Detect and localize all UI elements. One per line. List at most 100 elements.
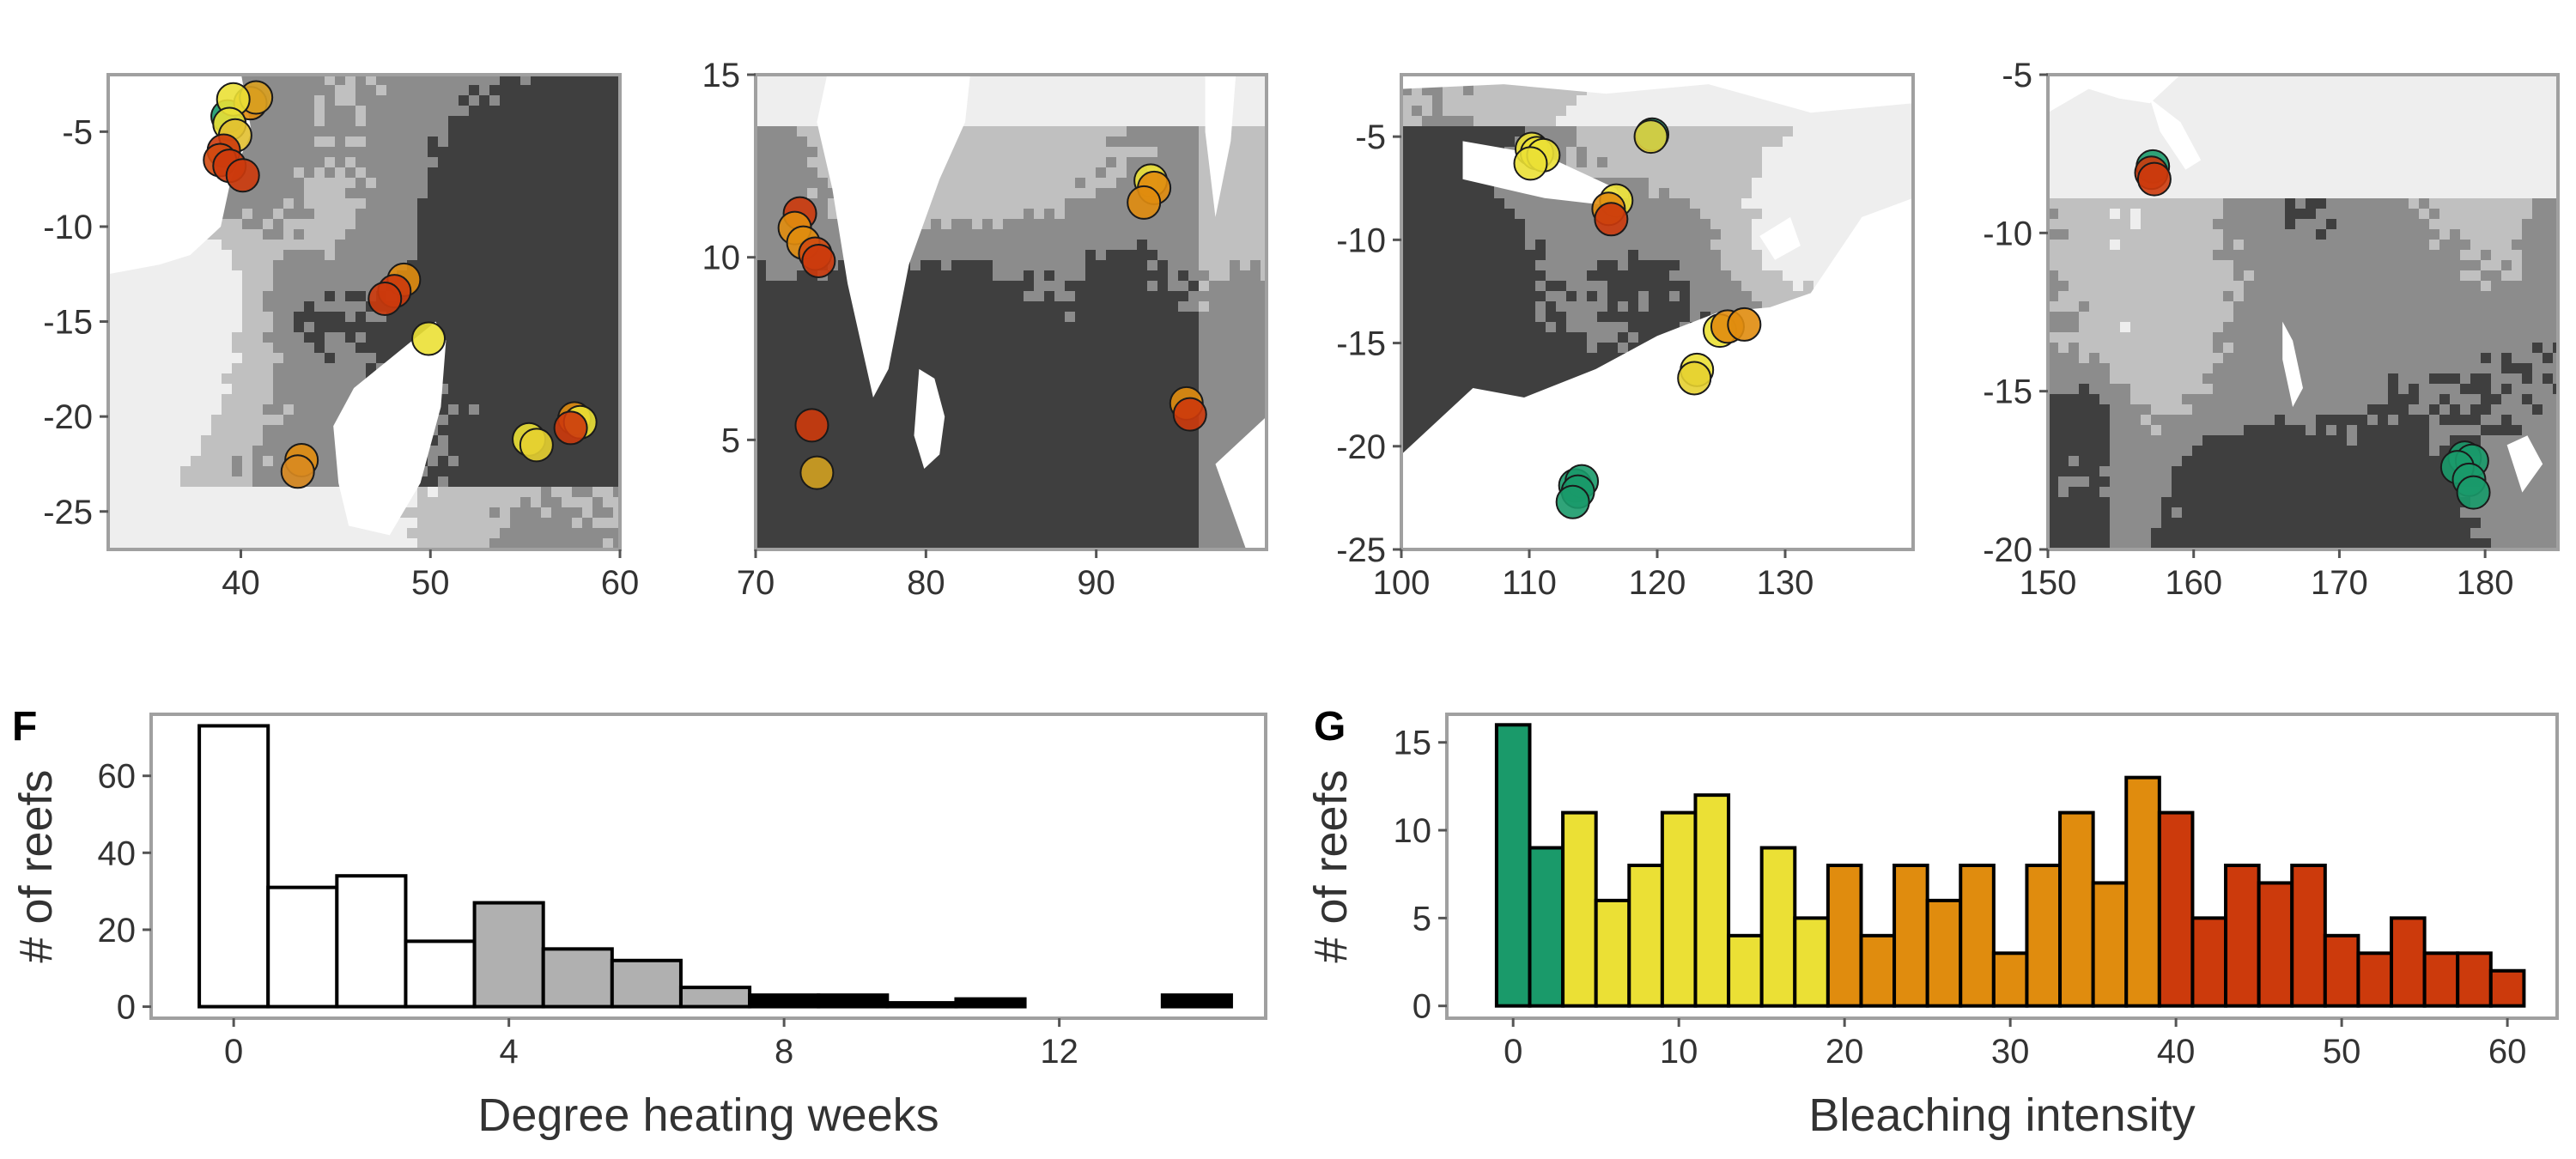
reef-point — [1594, 202, 1629, 237]
histogram-bar — [817, 993, 890, 1009]
histogram-bar — [335, 874, 408, 1009]
reef-point — [553, 410, 588, 446]
x-tick-label: 150 — [2020, 564, 2077, 602]
map-frame — [2046, 73, 2560, 551]
panel-letter: G — [1314, 704, 1346, 749]
bars — [1494, 723, 2526, 1008]
reef-points — [1513, 117, 1762, 519]
y-tick-label: -5 — [62, 113, 93, 151]
y-tick-label: -20 — [1336, 428, 1386, 466]
y-tick-label: 5 — [721, 422, 740, 459]
histogram-bar — [2456, 951, 2493, 1008]
land-mass — [1401, 197, 1913, 549]
y-tick-label: 15 — [702, 57, 741, 94]
histogram-bar — [1528, 846, 1565, 1008]
reef-point — [801, 243, 836, 278]
x-tick-label: 40 — [222, 564, 260, 602]
axes-frame — [149, 713, 1267, 1020]
map-background — [108, 75, 620, 549]
histogram-bar — [2157, 810, 2195, 1008]
y-tick-label: -5 — [2002, 57, 2032, 94]
histogram-bar — [266, 885, 339, 1009]
histogram-bar — [1727, 933, 1764, 1008]
histogram-bar — [1627, 863, 1664, 1008]
histogram-g: G 0 10 20 30 40 50 60 0 5 10 15 Bleaching intensity #… — [1305, 704, 2559, 1141]
reef-point — [799, 455, 835, 490]
histogram-bar — [2356, 951, 2394, 1008]
y-tick-label: -15 — [43, 304, 93, 342]
reef-points — [777, 163, 1207, 490]
reef-point — [225, 158, 260, 193]
map-panel-3: 100 110 120 130 -5 -10 -15 -20 -25 — [1336, 73, 1915, 602]
x-tick-label: 12 — [1040, 1033, 1078, 1071]
histogram-bar — [1660, 810, 1698, 1008]
land-mass — [2149, 98, 2202, 170]
land-mass — [817, 75, 970, 397]
histogram-bar — [2025, 863, 2063, 1008]
histogram-bar — [1594, 898, 1631, 1008]
x-tick-label: 160 — [2165, 564, 2222, 602]
histogram-bar — [1991, 951, 2029, 1008]
histogram-bar — [610, 958, 683, 1009]
histogram-bar — [1759, 846, 1797, 1008]
panel-letter: F — [12, 704, 37, 749]
y-tick-label: -10 — [1983, 215, 2032, 252]
map-background — [1401, 75, 1913, 549]
histogram-bar — [1893, 863, 1929, 1008]
reef-point — [2136, 161, 2172, 197]
histogram-bar — [1494, 723, 1532, 1008]
histogram-f: F 0 4 8 12 0 20 40 60 Degree heating weeks # of re… — [10, 704, 1267, 1141]
reef-point — [794, 408, 829, 443]
reef-point — [368, 282, 403, 317]
reef-point — [1633, 119, 1668, 155]
reef-point — [1172, 397, 1207, 432]
histogram-bar — [1925, 898, 1963, 1008]
y-tick-label: -25 — [43, 494, 93, 531]
reef-point — [1555, 484, 1590, 519]
reef-point — [280, 454, 315, 489]
histogram-bar — [404, 939, 477, 1009]
land-mass — [1462, 141, 1627, 208]
land-mass — [1215, 416, 1267, 549]
histogram-bar — [678, 986, 752, 1009]
reef-point — [1677, 361, 1712, 396]
x-tick-label: 170 — [2311, 564, 2368, 602]
map-panel-1: 40 50 60 -5 -10 -15 -20 -25 — [43, 73, 640, 602]
x-tick-label: 20 — [1826, 1033, 1864, 1071]
x-tick-label: 100 — [1373, 564, 1431, 602]
histogram-bar — [2488, 968, 2526, 1008]
reef-points — [2134, 149, 2491, 510]
x-tick-label: 180 — [2457, 564, 2514, 602]
histogram-bar — [1693, 793, 1731, 1008]
y-tick-label: 40 — [98, 834, 137, 872]
y-tick-label: -5 — [1355, 118, 1386, 156]
reef-point — [411, 321, 447, 356]
x-tick-label: 130 — [1757, 564, 1814, 602]
y-tick-label: -20 — [43, 398, 93, 436]
reef-point — [1127, 185, 1162, 220]
x-tick-label: 60 — [601, 564, 640, 602]
histogram-bar — [885, 1001, 958, 1009]
y-axis-title: # of reefs — [10, 769, 62, 962]
x-tick-label: 0 — [1504, 1033, 1522, 1071]
x-tick-label: 90 — [1077, 564, 1115, 602]
land-mass — [1401, 75, 1913, 113]
y-tick-label: -10 — [43, 209, 93, 246]
reef-point — [1513, 146, 1548, 181]
x-tick-label: 40 — [2157, 1033, 2196, 1071]
y-tick-label: 0 — [1413, 988, 1431, 1026]
map-panel-4: 150 160 170 180 -5 -10 -15 -20 — [1983, 57, 2560, 602]
y-tick-label: 20 — [98, 912, 137, 950]
y-axis-title: # of reefs — [1305, 769, 1357, 962]
y-tick-label: 10 — [1394, 812, 1432, 850]
x-tick-label: 60 — [2488, 1033, 2527, 1071]
histogram-bar — [1793, 916, 1830, 1008]
histogram-bar — [1826, 863, 1863, 1008]
land-mass — [333, 321, 447, 536]
histogram-bar — [1859, 933, 1897, 1008]
y-tick-label: 15 — [1394, 725, 1432, 762]
y-tick-label: -15 — [1983, 373, 2032, 411]
histogram-bar — [1160, 993, 1233, 1009]
histogram-bar — [2058, 810, 2095, 1008]
